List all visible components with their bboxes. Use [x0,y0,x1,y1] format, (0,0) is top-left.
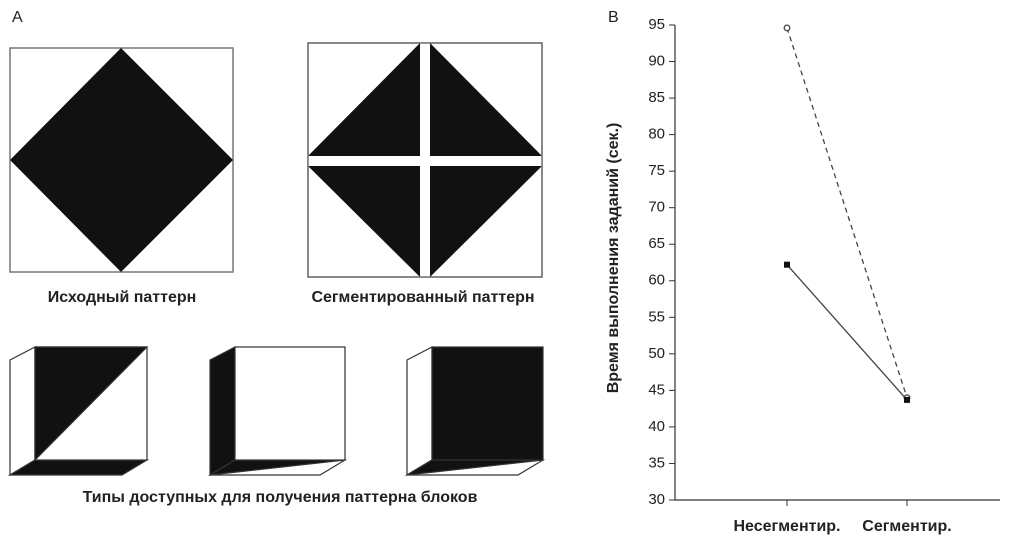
block [7,346,150,477]
point [784,261,790,268]
y-tick-label: 35 [648,454,665,471]
block [404,346,546,477]
y-tick-label: 65 [648,235,665,252]
segment [430,43,542,156]
y-tick-label: 95 [648,16,665,33]
y-tick-label: 85 [648,89,665,106]
diamond [10,48,233,272]
y-tick-label: 45 [648,381,665,398]
point [783,24,791,32]
series-line [786,27,908,398]
caption: Сегментированный паттерн [311,289,534,306]
y-tick-label: 40 [648,418,665,435]
block [207,346,348,477]
series-line [786,264,908,401]
x-tick-label: Сегментир. [862,518,951,535]
y-tick-label: 30 [648,491,665,508]
y-axis-title: Время выполнения заданий (сек.) [605,123,622,394]
y-tick-label: 80 [648,126,665,143]
panel-label: A [12,9,23,26]
caption: Типы доступных для получения паттерна бл… [83,489,478,506]
y-tick-label: 75 [648,162,665,179]
x-tick-label: Несегментир. [734,518,841,535]
y-tick-label: 70 [648,199,665,216]
y-tick-label: 55 [648,308,665,325]
point [904,396,910,403]
panel-label: B [608,9,619,26]
segment [430,166,542,277]
caption: Исходный паттерн [48,289,197,306]
y-tick-label: 60 [648,272,665,289]
segment [308,166,420,277]
y-tick-label: 90 [648,53,665,70]
pattern-frame [307,42,543,278]
segment [308,43,420,156]
y-tick-label: 50 [648,345,665,362]
